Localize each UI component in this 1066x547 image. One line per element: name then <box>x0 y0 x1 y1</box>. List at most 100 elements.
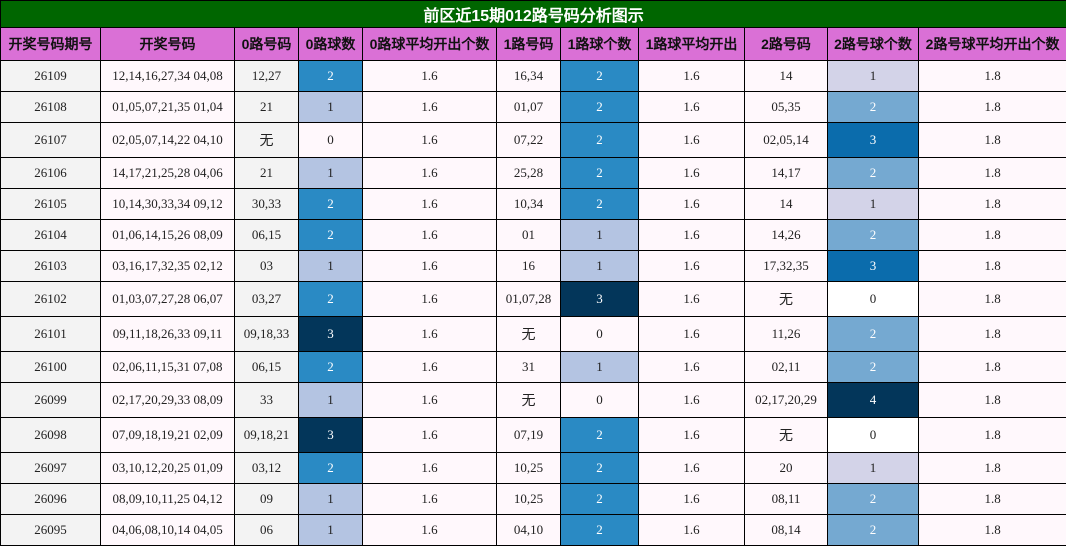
road1-avg-cell: 1.6 <box>638 250 745 282</box>
road2-numbers-cell: 02,17,20,29 <box>744 382 828 418</box>
road1-count-cell: 3 <box>560 281 639 317</box>
road0-avg-cell: 1.6 <box>362 382 497 418</box>
period-cell: 26104 <box>0 219 101 251</box>
road2-avg-cell: 1.8 <box>917 514 1066 546</box>
road0-count-cell: 2 <box>298 281 363 317</box>
road2-numbers-cell: 08,11 <box>744 483 828 515</box>
road0-avg-cell: 1.6 <box>362 91 497 123</box>
table-row: 26095 04,06,08,10,14 04,05 06 1 1.6 04,10 2 1.6… <box>0 514 1066 546</box>
col-header-road0-numbers: 0路号码 <box>234 27 299 61</box>
col-header-period: 开奖号码期号 <box>0 27 101 61</box>
road0-numbers-cell: 06 <box>234 514 299 546</box>
road2-count-cell: 3 <box>827 250 919 282</box>
road1-avg-cell: 1.6 <box>638 188 745 220</box>
road0-numbers-cell: 03 <box>234 250 299 282</box>
road2-avg-cell: 1.8 <box>917 417 1066 453</box>
road0-avg-cell: 1.6 <box>362 452 497 484</box>
road1-avg-cell: 1.6 <box>638 281 745 317</box>
road1-count-cell: 2 <box>560 122 639 158</box>
road1-numbers-cell: 01 <box>496 219 561 251</box>
road0-numbers-cell: 无 <box>234 122 299 158</box>
draw-numbers-cell: 01,05,07,21,35 01,04 <box>100 91 235 123</box>
table-row: 26108 01,05,07,21,35 01,04 21 1 1.6 01,07 2 1.6… <box>0 91 1066 123</box>
col-header-road1-avg: 1路球平均开出 <box>638 27 745 61</box>
road0-avg-cell: 1.6 <box>362 188 497 220</box>
road0-avg-cell: 1.6 <box>362 250 497 282</box>
road2-avg-cell: 1.8 <box>917 60 1066 92</box>
road1-count-cell: 2 <box>560 483 639 515</box>
road1-avg-cell: 1.6 <box>638 91 745 123</box>
road0-avg-cell: 1.6 <box>362 60 497 92</box>
road1-numbers-cell: 16 <box>496 250 561 282</box>
road0-count-cell: 3 <box>298 417 363 453</box>
col-header-road1-numbers: 1路号码 <box>496 27 561 61</box>
road0-numbers-cell: 06,15 <box>234 219 299 251</box>
road2-count-cell: 4 <box>827 382 919 418</box>
road0-count-cell: 1 <box>298 483 363 515</box>
road0-numbers-cell: 09,18,33 <box>234 316 299 352</box>
table-row: 26097 03,10,12,20,25 01,09 03,12 2 1.6 10,25 2… <box>0 452 1066 484</box>
road0-count-cell: 1 <box>298 514 363 546</box>
road2-avg-cell: 1.8 <box>917 250 1066 282</box>
road0-avg-cell: 1.6 <box>362 122 497 158</box>
road0-avg-cell: 1.6 <box>362 316 497 352</box>
road0-count-cell: 2 <box>298 452 363 484</box>
road1-numbers-cell: 07,19 <box>496 417 561 453</box>
road0-numbers-cell: 21 <box>234 157 299 189</box>
period-cell: 26095 <box>0 514 101 546</box>
road0-count-cell: 2 <box>298 351 363 383</box>
road1-avg-cell: 1.6 <box>638 351 745 383</box>
road0-count-cell: 1 <box>298 91 363 123</box>
road2-avg-cell: 1.8 <box>917 188 1066 220</box>
table-row: 26100 02,06,11,15,31 07,08 06,15 2 1.6 31 1 1.6… <box>0 351 1066 383</box>
road1-avg-cell: 1.6 <box>638 122 745 158</box>
road2-numbers-cell: 08,14 <box>744 514 828 546</box>
road0-numbers-cell: 12,27 <box>234 60 299 92</box>
road1-avg-cell: 1.6 <box>638 382 745 418</box>
period-cell: 26098 <box>0 417 101 453</box>
road0-avg-cell: 1.6 <box>362 483 497 515</box>
road2-avg-cell: 1.8 <box>917 281 1066 317</box>
road2-avg-cell: 1.8 <box>917 157 1066 189</box>
road1-avg-cell: 1.6 <box>638 316 745 352</box>
period-cell: 26103 <box>0 250 101 282</box>
road2-avg-cell: 1.8 <box>917 452 1066 484</box>
col-header-road2-avg: 2路号球平均开出个数 <box>917 27 1066 61</box>
road2-numbers-cell: 14,17 <box>744 157 828 189</box>
road1-count-cell: 1 <box>560 351 639 383</box>
road0-avg-cell: 1.6 <box>362 417 497 453</box>
period-cell: 26108 <box>0 91 101 123</box>
road2-numbers-cell: 14,26 <box>744 219 828 251</box>
table-row: 26106 14,17,21,25,28 04,06 21 1 1.6 25,28 2 1.6… <box>0 157 1066 189</box>
table-row: 26098 07,09,18,19,21 02,09 09,18,21 3 1.6 07,… <box>0 417 1066 453</box>
period-cell: 26097 <box>0 452 101 484</box>
col-header-road1-count: 1路球个数 <box>560 27 639 61</box>
road0-count-cell: 1 <box>298 250 363 282</box>
table-row: 26107 02,05,07,14,22 04,10 无 0 1.6 07,22 2 1.6 0… <box>0 122 1066 158</box>
col-header-numbers: 开奖号码 <box>100 27 235 61</box>
road0-count-cell: 1 <box>298 382 363 418</box>
road2-count-cell: 2 <box>827 157 919 189</box>
road0-avg-cell: 1.6 <box>362 351 497 383</box>
road0-avg-cell: 1.6 <box>362 157 497 189</box>
period-cell: 26107 <box>0 122 101 158</box>
road1-count-cell: 2 <box>560 60 639 92</box>
road1-numbers-cell: 07,22 <box>496 122 561 158</box>
period-cell: 26105 <box>0 188 101 220</box>
road0-count-cell: 1 <box>298 157 363 189</box>
road2-count-cell: 2 <box>827 483 919 515</box>
draw-numbers-cell: 02,17,20,29,33 08,09 <box>100 382 235 418</box>
road2-numbers-cell: 02,05,14 <box>744 122 828 158</box>
period-cell: 26102 <box>0 281 101 317</box>
road1-numbers-cell: 01,07,28 <box>496 281 561 317</box>
road2-count-cell: 2 <box>827 316 919 352</box>
road1-count-cell: 0 <box>560 316 639 352</box>
table-row: 26099 02,17,20,29,33 08,09 33 1 1.6 无 0 1.6 02,1… <box>0 382 1066 418</box>
road1-count-cell: 0 <box>560 382 639 418</box>
road0-count-cell: 0 <box>298 122 363 158</box>
road1-numbers-cell: 10,34 <box>496 188 561 220</box>
road2-numbers-cell: 11,26 <box>744 316 828 352</box>
road1-numbers-cell: 25,28 <box>496 157 561 189</box>
